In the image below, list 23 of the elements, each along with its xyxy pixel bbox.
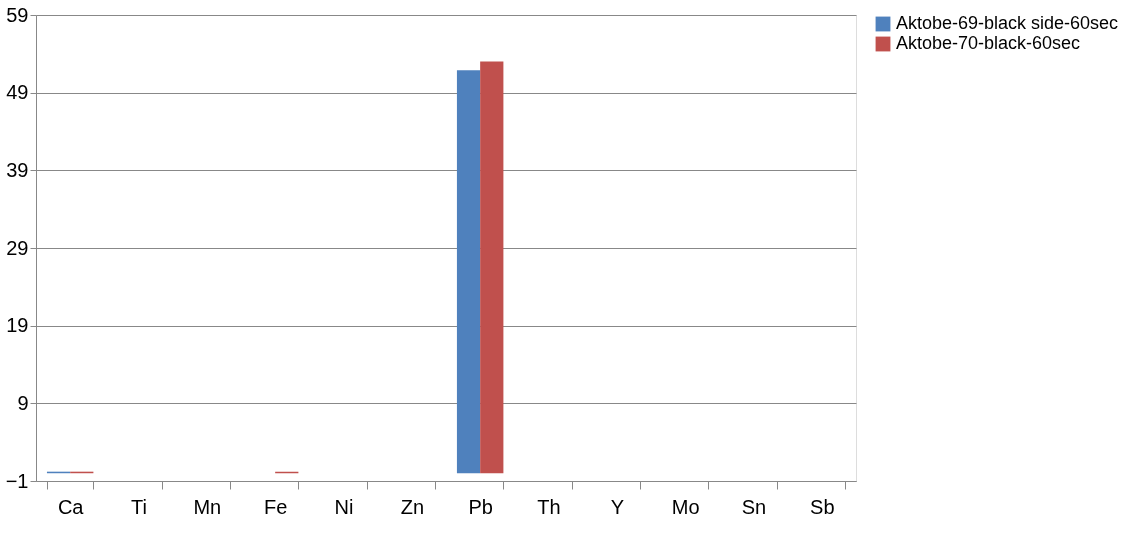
bar [456,70,481,474]
x-tick-label: Sn [741,495,767,518]
y-tick-label: 49 [6,81,29,104]
y-tick-label: 59 [6,3,29,26]
legend-label: Aktobe-70-black-60sec [896,33,1081,53]
x-tick-label: Zn [400,495,425,518]
x-tick-label: Ti [131,495,147,518]
bar [480,61,504,474]
x-tick-label: Mn [193,495,222,518]
y-tick-label: 39 [6,158,29,181]
y-tick-label: −1 [5,469,29,492]
x-tick-label: Mo [671,495,700,518]
legend-label: Aktobe-69-black side-60sec [896,13,1119,33]
x-tick-label: Th [537,495,561,518]
y-tick-label: 9 [17,391,29,414]
y-tick-label: 29 [6,236,29,259]
y-tick-label: 19 [6,314,29,337]
x-tick-label: Ni [334,495,354,518]
x-tick-label: Y [610,495,625,518]
x-tick-label: Pb [468,495,493,518]
x-tick-label: Sb [810,495,835,518]
x-tick-label: Fe [263,495,288,518]
x-tick-label: Ca [57,495,85,518]
